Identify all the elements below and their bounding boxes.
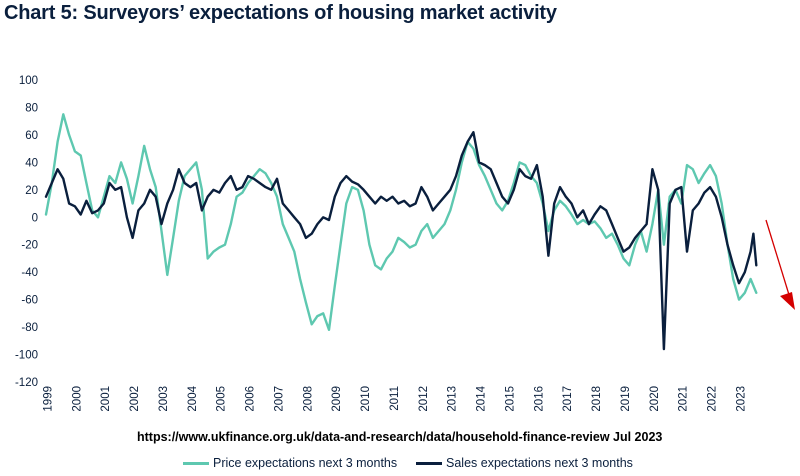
legend-swatch-sales <box>416 461 442 465</box>
y-tick-label: -80 <box>21 322 38 334</box>
arrow-shaft <box>765 219 791 299</box>
x-tick-label: 2005 <box>216 386 228 412</box>
x-tick-label: 2004 <box>187 385 199 411</box>
y-tick-label: -120 <box>15 377 38 389</box>
x-tick-label: 2012 <box>418 386 430 412</box>
x-tick-label: 2009 <box>331 386 343 412</box>
y-tick-label: -100 <box>15 350 38 362</box>
chart-title: Chart 5: Surveyors’ expectations of hous… <box>4 2 557 24</box>
y-tick-label: -60 <box>21 295 38 307</box>
x-tick-label: 2023 <box>735 386 747 412</box>
y-tick-label: -40 <box>21 267 38 279</box>
x-axis: 1999 2000 2001 2002 2003 2004 2005 2006 2007 2008… <box>42 385 747 411</box>
y-tick-label: 0 <box>32 212 38 224</box>
legend-item-price: Price expectations next 3 months <box>183 456 397 470</box>
series-lines <box>44 113 758 351</box>
x-tick-label: 2015 <box>504 386 516 412</box>
y-tick-label: -20 <box>21 240 38 252</box>
legend-swatch-price <box>183 461 209 465</box>
price-expectations-line <box>44 113 758 331</box>
y-tick-label: 60 <box>25 130 38 142</box>
arrow-head <box>780 292 795 310</box>
x-tick-label: 2003 <box>158 386 170 412</box>
y-tick-label: 100 <box>19 75 38 87</box>
x-tick-label: 2020 <box>649 386 661 412</box>
x-tick-label: 2013 <box>447 386 459 412</box>
x-tick-label: 2014 <box>476 385 488 411</box>
x-tick-label: 2007 <box>273 386 285 412</box>
y-tick-label: 40 <box>25 157 38 169</box>
x-tick-label: 2008 <box>302 386 314 412</box>
sales-expectations-line <box>44 131 758 351</box>
x-tick-label: 2011 <box>389 386 401 411</box>
legend-label-price: Price expectations next 3 months <box>213 456 398 470</box>
legend-label-sales: Sales expectations next 3 months <box>446 456 633 470</box>
x-tick-label: 2001 <box>100 386 112 412</box>
x-tick-label: 2002 <box>129 386 141 412</box>
y-tick-label: 80 <box>25 102 38 114</box>
x-tick-label: 2021 <box>678 386 690 412</box>
y-tick-label: 20 <box>25 185 38 197</box>
x-tick-label: 2016 <box>533 386 545 412</box>
x-tick-label: 2017 <box>562 386 574 412</box>
x-tick-label: 2000 <box>71 386 83 412</box>
x-tick-label: 2010 <box>360 386 372 412</box>
x-tick-label: 1999 <box>42 386 54 412</box>
x-tick-label: 2018 <box>591 386 603 412</box>
x-tick-label: 2019 <box>620 386 632 412</box>
trend-arrow <box>765 219 795 310</box>
y-axis: 100 80 60 40 20 0 -20 -40 -60 -80 -100 -120 <box>15 75 38 389</box>
x-tick-label: 2006 <box>245 386 257 412</box>
x-tick-label: 2022 <box>707 386 719 412</box>
source-url: https://www.ukfinance.org.uk/data-and-re… <box>137 430 663 444</box>
legend-item-sales: Sales expectations next 3 months <box>416 456 633 470</box>
